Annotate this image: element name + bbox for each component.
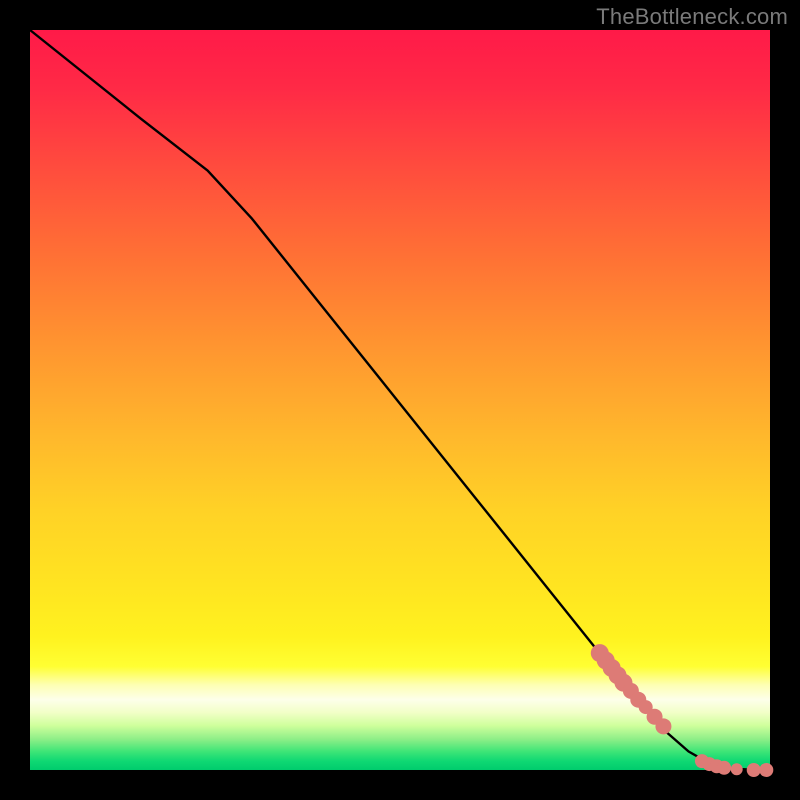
attribution-text: TheBottleneck.com [596,4,788,30]
data-marker [759,763,773,777]
chart-stage: TheBottleneck.com [0,0,800,800]
data-marker [747,763,761,777]
data-marker [655,718,671,734]
data-marker [717,761,731,775]
plot-background [30,30,770,770]
chart-canvas [0,0,800,800]
data-marker [731,763,743,775]
